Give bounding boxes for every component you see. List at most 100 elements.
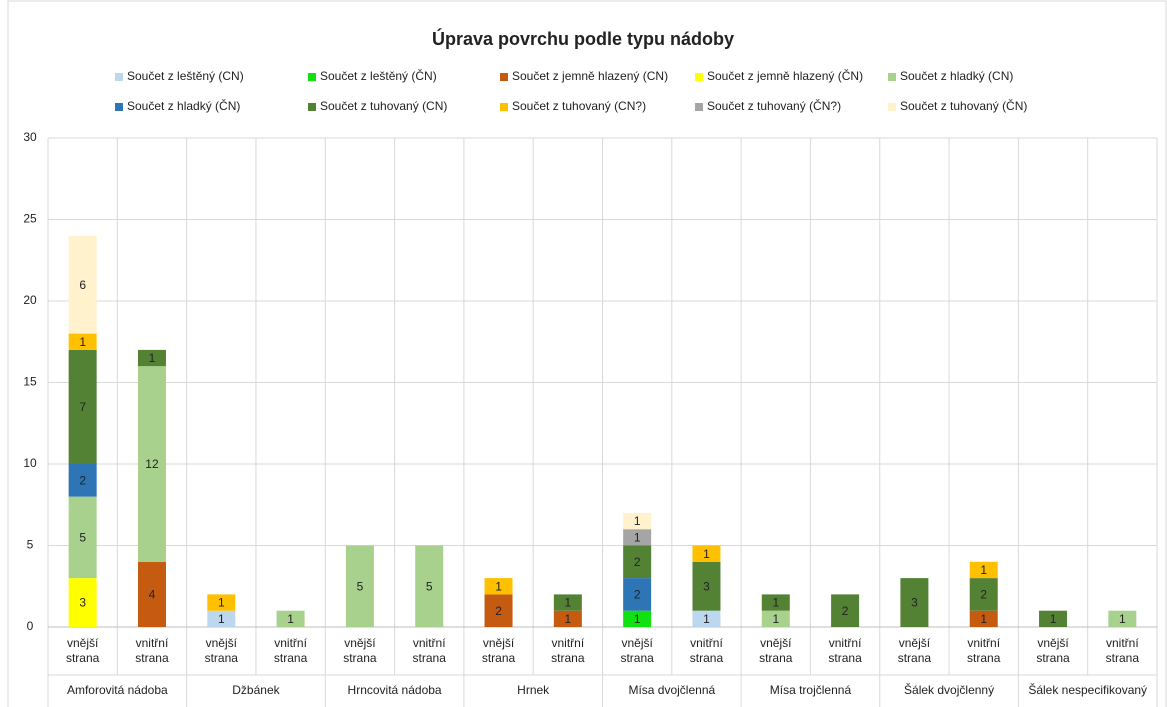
data-label: 1 — [772, 612, 779, 626]
data-label: 2 — [79, 473, 86, 487]
y-tick-label: 15 — [23, 375, 37, 389]
bar-segment — [484, 594, 513, 627]
x-tick-label: vnitřní strana — [273, 636, 308, 665]
x-tick-label: vnější strana — [897, 636, 932, 665]
x-tick-label: vnitřní strana — [1105, 636, 1140, 665]
bar-segment — [68, 496, 97, 579]
legend-swatch — [888, 103, 896, 111]
data-label: 1 — [565, 596, 572, 610]
x-tick-label: vnější strana — [204, 636, 238, 665]
data-label: 12 — [145, 457, 159, 471]
data-label: 5 — [426, 579, 433, 593]
data-label: 1 — [703, 612, 710, 626]
bar-segment — [553, 594, 582, 611]
bar-segment — [900, 578, 929, 627]
x-tick-label: vnitřní strana — [551, 636, 585, 665]
legend-swatch — [500, 73, 508, 81]
legend-swatch — [115, 103, 123, 111]
data-label: 1 — [1050, 612, 1057, 626]
bar-segment — [831, 594, 860, 627]
data-label: 2 — [495, 604, 502, 618]
legend-swatch — [115, 73, 123, 81]
bar-segment — [137, 349, 166, 367]
data-label: 1 — [634, 612, 641, 626]
data-label: 1 — [980, 563, 987, 577]
data-label: 1 — [1119, 612, 1126, 626]
data-label: 1 — [634, 531, 641, 545]
y-tick-label: 10 — [23, 456, 37, 470]
bar-segment — [692, 610, 721, 627]
bar-segment — [345, 545, 374, 627]
y-tick-label: 20 — [23, 293, 37, 307]
x-tick-label: vnitřní strana — [412, 636, 446, 665]
data-label: 2 — [634, 555, 641, 569]
bar-segment — [623, 610, 652, 627]
data-label: 1 — [218, 612, 225, 626]
y-tick-label: 30 — [23, 130, 37, 144]
x-tick-label: vnitřní strana — [828, 636, 862, 665]
x-tick-label: vnitřní strana — [967, 636, 1001, 665]
bar-segment — [68, 349, 97, 464]
group-label: Amforovitá nádoba — [66, 683, 168, 697]
data-label: 1 — [218, 596, 225, 610]
data-label: 1 — [703, 547, 710, 561]
x-tick-label: vnější strana — [1036, 636, 1070, 665]
data-label: 3 — [703, 579, 710, 593]
bar-segment — [761, 610, 790, 627]
legend-label: Součet z tuhovaný (ČN) — [900, 98, 1027, 113]
group-label: Šálek nespecifikovaný — [1028, 683, 1148, 697]
y-tick-label: 5 — [27, 538, 34, 552]
bar-segment — [623, 529, 652, 546]
bar-segment — [68, 464, 97, 497]
y-tick-label: 0 — [27, 619, 34, 633]
data-label: 4 — [149, 588, 156, 602]
data-label: 5 — [79, 531, 86, 545]
bar-segment — [623, 578, 652, 611]
bar-segment — [692, 561, 721, 611]
data-label: 1 — [565, 612, 572, 626]
legend-swatch — [500, 103, 508, 111]
x-tick-label: vnitřní strana — [135, 636, 169, 665]
data-label: 2 — [634, 588, 641, 602]
x-tick-label: vnější strana — [620, 636, 654, 665]
legend-swatch — [308, 103, 316, 111]
data-label: 1 — [634, 514, 641, 528]
group-label: Hrncovitá nádoba — [347, 683, 442, 697]
bar-segment — [1108, 610, 1137, 627]
data-label: 1 — [149, 351, 156, 365]
bar-segment — [137, 366, 166, 562]
bar-segment — [415, 545, 444, 627]
data-label: 1 — [980, 612, 987, 626]
bar-segment — [969, 610, 998, 627]
data-label: 2 — [980, 588, 987, 602]
x-tick-label: vnější strana — [343, 636, 377, 665]
data-label: 7 — [79, 400, 86, 414]
data-label: 5 — [357, 579, 364, 593]
bar-segment — [207, 610, 236, 627]
legend-label: Součet z leštěný (ČN) — [320, 68, 437, 83]
bar-segment — [68, 235, 97, 334]
bar-segment — [68, 333, 97, 350]
legend-label: Součet z jemně hlazený (CN) — [512, 69, 668, 83]
legend-swatch — [308, 73, 316, 81]
legend-label: Součet z jemně hlazený (ČN) — [707, 68, 863, 83]
bar-segment — [692, 545, 721, 562]
bar-segment — [68, 578, 97, 627]
bar-segment — [484, 578, 513, 595]
legend-label: Součet z tuhovaný (ČN?) — [707, 98, 841, 113]
group-label: Šálek dvojčlenný — [904, 683, 995, 697]
y-tick-label: 25 — [23, 212, 37, 226]
legend-label: Součet z tuhovaný (CN?) — [512, 99, 646, 113]
bar-segment — [1039, 610, 1068, 627]
data-label: 1 — [287, 612, 294, 626]
bar-segment — [623, 545, 652, 579]
data-label: 6 — [79, 278, 86, 292]
bar-segment — [761, 594, 790, 611]
x-tick-label: vnější strana — [65, 636, 100, 665]
chart-title: Úprava povrchu podle typu nádoby — [432, 28, 734, 49]
legend-swatch — [888, 73, 896, 81]
x-tick-label: vnitřní strana — [689, 636, 724, 665]
bar-segment — [969, 578, 998, 611]
